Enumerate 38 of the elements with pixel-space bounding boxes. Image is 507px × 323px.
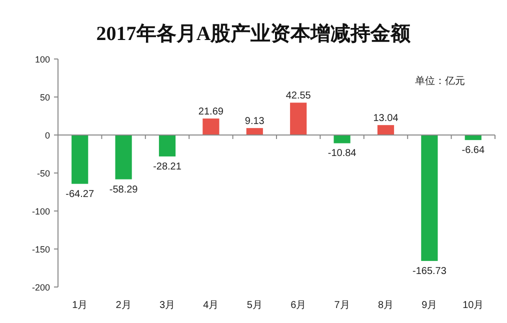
- data-label: -64.27: [66, 188, 94, 200]
- y-tick-label: 100: [34, 54, 50, 64]
- x-tick-label: 9月: [422, 300, 438, 311]
- bar: [334, 135, 350, 144]
- annotation: 单位：亿元: [415, 75, 465, 87]
- y-tick-label: 0: [44, 130, 50, 140]
- data-label: 13.04: [373, 113, 399, 124]
- x-tick-label: 6月: [290, 300, 306, 311]
- bar: [202, 118, 220, 135]
- bar: [377, 125, 394, 135]
- y-tick-label: -50: [36, 168, 50, 178]
- bar: [158, 135, 176, 156]
- x-tick-label: 4月: [203, 300, 219, 311]
- x-tick-label: 3月: [159, 300, 176, 311]
- bar: [72, 135, 88, 184]
- bar: [246, 128, 263, 135]
- x-tick-label: 2月: [116, 300, 132, 311]
- bar: [290, 102, 307, 135]
- data-label: -10.84: [328, 148, 357, 160]
- y-tick-label: -100: [32, 206, 50, 216]
- data-label: 42.55: [286, 90, 312, 102]
- y-tick-label: -200: [32, 282, 50, 292]
- bar: [115, 135, 132, 180]
- y-tick-label: 50: [40, 92, 50, 102]
- y-tick-label: -150: [32, 244, 50, 254]
- x-tick-label: 5月: [246, 300, 262, 311]
- data-label: 9.13: [244, 116, 265, 128]
- x-tick-label: 10月: [462, 300, 484, 311]
- data-label: -6.64: [462, 145, 485, 156]
- x-tick-label: 8月: [378, 300, 394, 311]
- data-label: -58.29: [109, 184, 138, 196]
- data-label: 21.69: [198, 106, 224, 118]
- data-label: -165.73: [412, 266, 447, 277]
- bar: [421, 135, 438, 261]
- chart-title: 2017年各月A股产业资本增减持金额: [96, 22, 412, 45]
- data-label: -28.21: [153, 161, 182, 172]
- x-tick-label: 7月: [334, 300, 350, 311]
- x-tick-label: 1月: [72, 300, 88, 311]
